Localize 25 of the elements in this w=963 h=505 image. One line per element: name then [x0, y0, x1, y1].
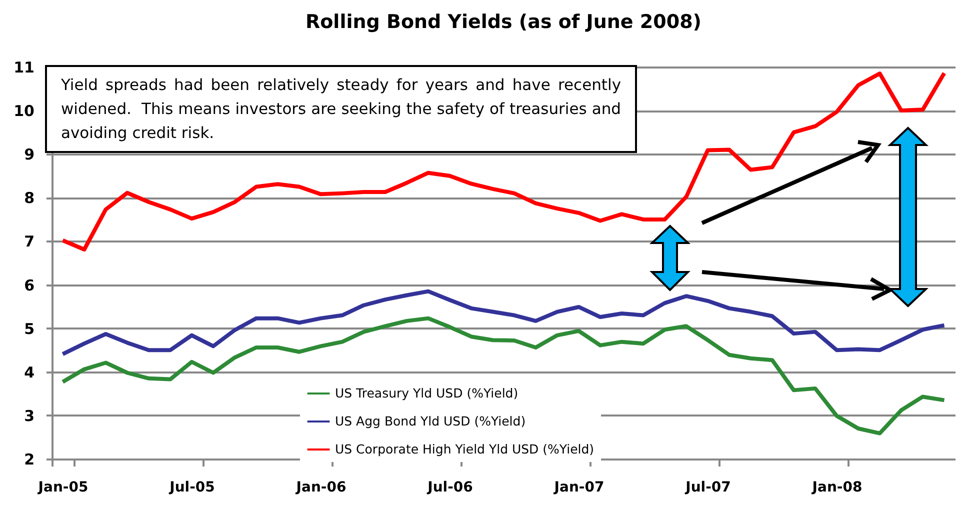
line-series	[60, 71, 946, 252]
line-series	[60, 316, 946, 436]
y-tick-label: 3	[24, 406, 34, 425]
y-tick-label: 4	[24, 363, 34, 382]
line-series	[60, 289, 946, 356]
y-tick-label: 8	[24, 189, 34, 208]
y-tick-label: 9	[24, 146, 34, 164]
legend-label: US Treasury Yld USD (%Yield)	[335, 386, 518, 400]
x-tick-label: Jul-06	[426, 480, 473, 496]
y-tick-label: 10	[14, 102, 34, 120]
x-tick-label: Jan-08	[811, 480, 862, 496]
y-tick-label: 6	[24, 276, 34, 294]
y-tick-label: 5	[24, 320, 34, 338]
x-tick-label: Jul-05	[168, 480, 215, 496]
x-tick-label: Jan-07	[553, 480, 604, 496]
legend-label: US Agg Bond Yld USD (%Yield)	[335, 414, 526, 428]
legend-label: US Corporate High Yield Yld USD (%Yield)	[335, 442, 594, 456]
y-tick-label: 7	[24, 232, 34, 251]
y-tick-label: 2	[24, 450, 34, 468]
x-tick-label: Jul-07	[684, 480, 731, 496]
annotation: Yield spreads had been relatively steady for years and have recently widened. This means investors are seeking the safety of treasuries and avoiding credit risk.	[45, 65, 637, 153]
x-tick-label: Jan-05	[37, 480, 88, 496]
chart-title: Rolling Bond Yields (as of June 2008)	[306, 11, 702, 33]
x-tick-label: Jan-06	[295, 480, 346, 496]
y-tick-label: 11	[14, 58, 34, 76]
